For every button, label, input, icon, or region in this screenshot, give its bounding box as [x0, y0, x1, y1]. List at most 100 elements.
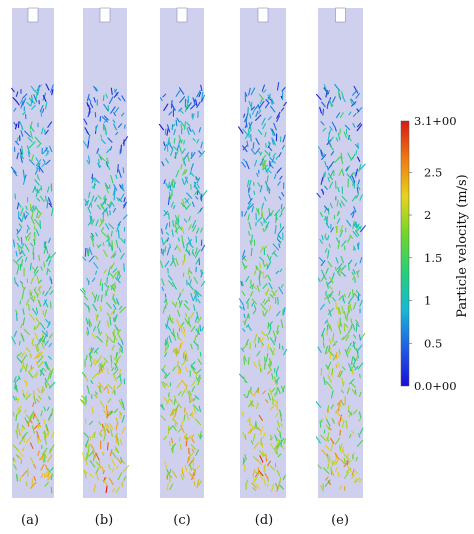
velocity-vector [240, 347, 245, 352]
velocity-vector [15, 413, 18, 422]
velocity-vector [172, 204, 176, 210]
velocity-vector [174, 408, 178, 418]
velocity-vector [244, 318, 247, 325]
velocity-vector [325, 267, 329, 275]
velocity-vector [267, 116, 272, 121]
velocity-vector [108, 423, 113, 429]
velocity-vector [279, 423, 284, 427]
velocity-vector [324, 479, 331, 487]
velocity-vector [348, 328, 351, 334]
velocity-vector [115, 131, 119, 136]
velocity-vector [45, 150, 50, 157]
velocity-vector [345, 165, 351, 172]
velocity-vector [262, 164, 268, 171]
velocity-vector [29, 296, 35, 302]
velocity-vector [269, 465, 276, 471]
velocity-vector [105, 223, 110, 230]
velocity-vector [21, 389, 25, 395]
velocity-vector [252, 468, 256, 476]
velocity-vector [24, 417, 29, 424]
colorbar-scale [400, 120, 410, 387]
velocity-vector [322, 332, 325, 342]
velocity-vector [184, 312, 188, 317]
velocity-vector [253, 361, 258, 369]
velocity-vector [192, 97, 196, 106]
velocity-vector [102, 242, 105, 247]
velocity-vector [355, 168, 358, 177]
velocity-vector [182, 326, 186, 333]
velocity-vector [12, 444, 20, 451]
velocity-vector [50, 207, 54, 217]
velocity-vector [108, 203, 112, 209]
velocity-vector [24, 244, 30, 252]
velocity-vector [339, 224, 344, 233]
velocity-vector [115, 298, 120, 305]
velocity-vector [341, 240, 347, 247]
velocity-vector [45, 255, 51, 262]
velocity-vector [348, 363, 352, 372]
velocity-vector [337, 306, 340, 315]
velocity-vector [37, 285, 42, 291]
velocity-vector [94, 359, 98, 366]
velocity-vector [193, 480, 196, 487]
velocity-vector [176, 117, 180, 123]
velocity-vector [353, 113, 357, 117]
velocity-vector [36, 188, 40, 194]
velocity-vector [165, 182, 169, 188]
velocity-vector [88, 420, 94, 426]
velocity-vector [267, 364, 272, 371]
velocity-vector [257, 129, 263, 135]
velocity-vector [22, 434, 27, 439]
velocity-vector [115, 447, 120, 454]
velocity-vector [334, 266, 337, 272]
velocity-vector [163, 210, 169, 217]
velocity-vector [272, 152, 277, 158]
velocity-vector [31, 425, 35, 434]
velocity-vector [103, 115, 109, 121]
velocity-vector [248, 87, 251, 96]
velocity-vector [167, 341, 169, 348]
velocity-vector [118, 369, 122, 376]
velocity-vector [249, 389, 254, 396]
velocity-vector [100, 226, 105, 232]
velocity-vector [47, 355, 52, 360]
velocity-vector [337, 186, 340, 193]
velocity-vector [351, 101, 357, 107]
velocity-vector [356, 108, 360, 112]
velocity-vector [164, 461, 168, 469]
velocity-vector [247, 356, 250, 365]
velocity-vector [322, 341, 325, 349]
velocity-vector [36, 197, 41, 202]
velocity-vector [96, 335, 103, 343]
velocity-vector [34, 343, 39, 353]
velocity-vector [194, 189, 199, 196]
colorbar-tick-label: 2.5 [424, 165, 442, 179]
velocity-vector [358, 164, 362, 172]
velocity-vector [346, 219, 352, 227]
velocity-vector [172, 418, 178, 425]
velocity-vector [16, 228, 19, 233]
velocity-vector [250, 148, 256, 155]
velocity-vector [161, 237, 164, 244]
velocity-vector [37, 423, 41, 428]
velocity-vector [19, 148, 23, 156]
velocity-vector [36, 84, 42, 91]
velocity-vector [38, 299, 42, 307]
velocity-vector [30, 85, 36, 92]
velocity-vector [120, 339, 124, 345]
velocity-vector [256, 387, 259, 393]
velocity-vector [31, 104, 36, 110]
velocity-vector [47, 121, 53, 128]
velocity-vector [243, 355, 247, 363]
velocity-vector [100, 198, 107, 207]
velocity-vector [357, 179, 360, 185]
velocity-vector [243, 113, 246, 118]
velocity-vector [119, 305, 123, 310]
velocity-vector [261, 154, 267, 161]
velocity-vector [322, 108, 325, 116]
velocity-vector [31, 308, 38, 316]
velocity-vector [337, 210, 340, 216]
velocity-vector [334, 126, 337, 132]
velocity-vector [87, 155, 91, 164]
velocity-vector [331, 367, 334, 376]
